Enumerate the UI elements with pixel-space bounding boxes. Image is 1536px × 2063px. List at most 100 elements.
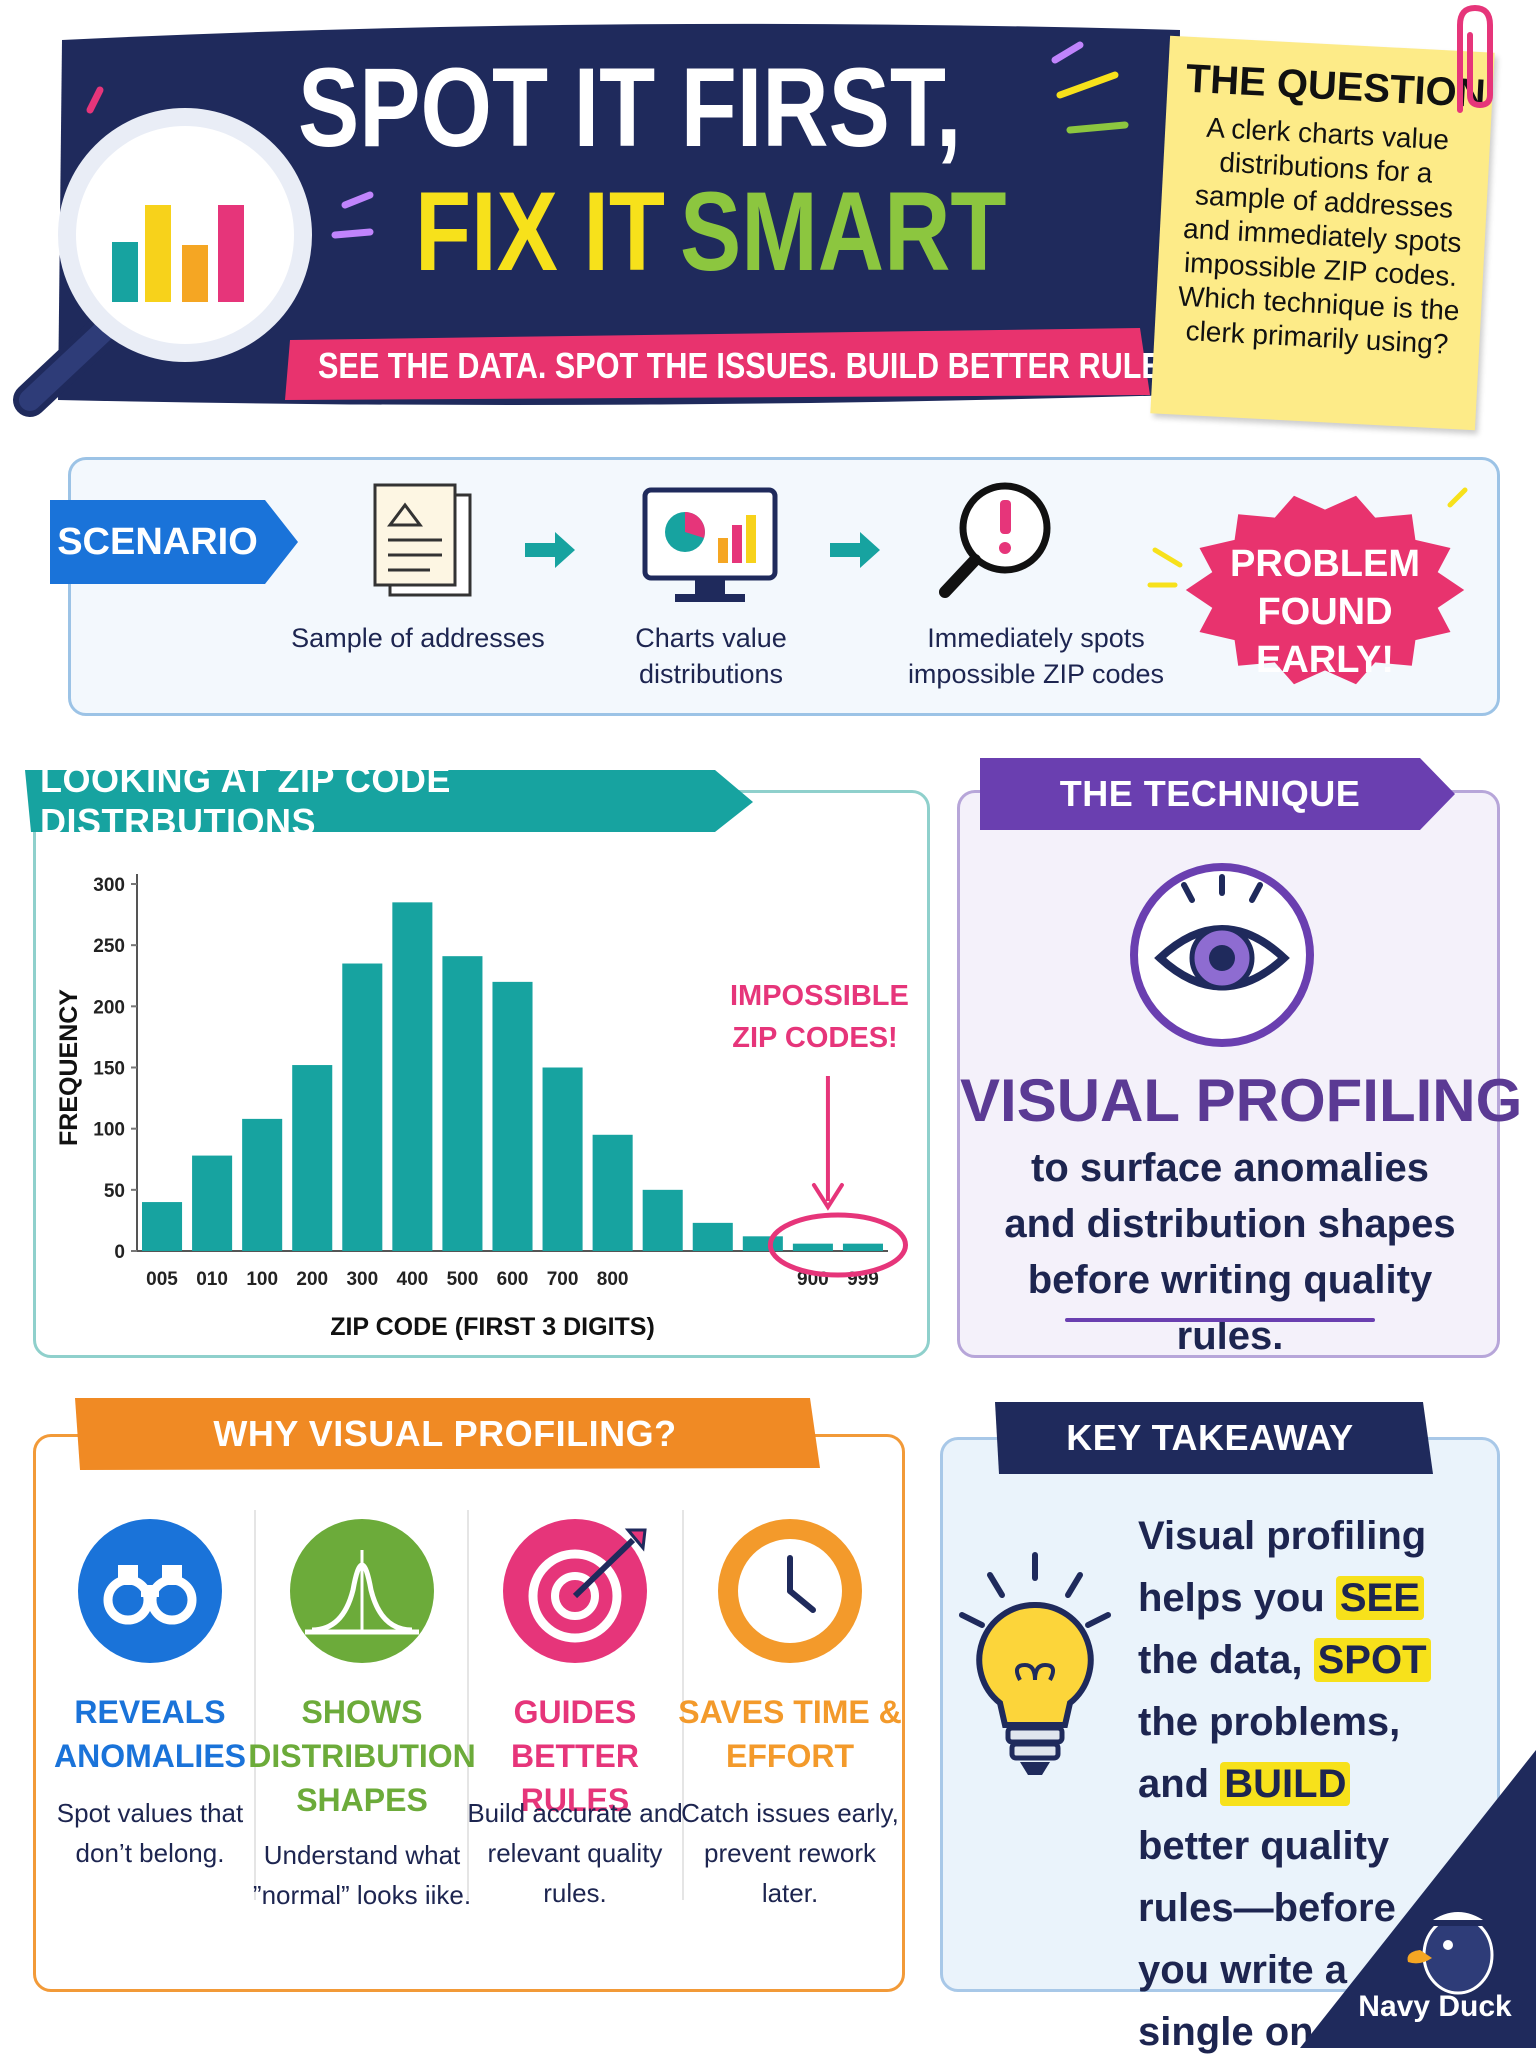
y-tick-label: 250 bbox=[93, 936, 125, 957]
bar bbox=[742, 1236, 783, 1251]
paperclip bbox=[1457, 4, 1493, 113]
burst-text: PROBLEM FOUND EARLY! bbox=[1230, 543, 1420, 681]
x-tick-label: 400 bbox=[397, 1269, 429, 1290]
takeaway-highlight: SPOT bbox=[1313, 1638, 1431, 1682]
duck-icon bbox=[1407, 1912, 1494, 1995]
question-heading: THE QUESTION bbox=[1184, 56, 1487, 117]
documents-icon bbox=[373, 483, 472, 597]
bar bbox=[242, 1118, 283, 1251]
question-text: A clerk charts value distributions for a… bbox=[1177, 111, 1463, 360]
anomaly-circle bbox=[767, 1212, 909, 1278]
y-tick-label: 200 bbox=[93, 997, 125, 1018]
y-axis-label: FREQUENCY bbox=[55, 989, 83, 1146]
y-tick-label: 100 bbox=[93, 1120, 125, 1141]
bar bbox=[392, 902, 433, 1251]
scenario-icons bbox=[373, 482, 1051, 602]
clock-icon bbox=[718, 1519, 862, 1663]
bar bbox=[692, 1222, 733, 1251]
monitor-icon bbox=[642, 487, 778, 602]
x-tick-label: 500 bbox=[447, 1269, 479, 1290]
search-alert-icon bbox=[939, 482, 1051, 598]
why-item-text: Spot values that don’t belong. bbox=[56, 1798, 244, 1868]
technique-banner-shape bbox=[980, 758, 1455, 830]
bar bbox=[642, 1189, 683, 1251]
technique-text: to surface anomalies and distribution sh… bbox=[1004, 1146, 1456, 1358]
title-smart: SMART bbox=[679, 169, 1007, 294]
bar bbox=[592, 1134, 633, 1251]
y-tick-label: 50 bbox=[104, 1181, 125, 1202]
why-heading: WHY VISUAL PROFILING? bbox=[213, 1413, 677, 1454]
scenario-step: Charts value distributions bbox=[635, 623, 787, 689]
header-art bbox=[13, 23, 1180, 417]
annotation-arrowhead bbox=[811, 1183, 844, 1211]
takeaway-highlight: BUILD bbox=[1220, 1762, 1351, 1806]
x-tick-label: 700 bbox=[547, 1269, 579, 1290]
x-tick-label: 010 bbox=[196, 1269, 228, 1290]
step-arrow bbox=[525, 532, 575, 568]
eye-icon bbox=[1130, 863, 1314, 1047]
chart-annotation: IMPOSSIBLE ZIP CODES! bbox=[730, 980, 909, 1054]
magnifier-icon bbox=[13, 108, 312, 417]
bar bbox=[492, 981, 533, 1251]
takeaway-part: the problems, and bbox=[1138, 1700, 1401, 1806]
tagline-band bbox=[285, 328, 1150, 400]
sparkles bbox=[86, 41, 1129, 239]
chart: 0 50 100 150 200 250 300 005 010 100 200 300 400 500 6… bbox=[55, 874, 909, 1341]
x-tick-label: 200 bbox=[296, 1269, 328, 1290]
technique-heading: THE TECHNIQUE bbox=[1059, 773, 1361, 814]
title-text: SPOT IT FIRST, bbox=[298, 45, 962, 170]
takeaway-part: better quality rules—before you write a … bbox=[1138, 1824, 1396, 2054]
why-item-title: SAVES TIME & EFFORT bbox=[678, 1694, 902, 1774]
takeaway-highlight: SEE bbox=[1335, 1576, 1424, 1620]
target-icon bbox=[503, 1519, 647, 1663]
tagline-text: SEE THE DATA. SPOT THE ISSUES. BUILD BET… bbox=[318, 345, 1191, 386]
title-line-2: FIX IT SMART bbox=[415, 172, 1078, 292]
takeaway-part: the data, bbox=[1138, 1638, 1303, 1682]
bar bbox=[142, 1202, 183, 1251]
underline bbox=[1065, 1318, 1375, 1322]
y-tick-label: 300 bbox=[93, 875, 125, 896]
bar bbox=[792, 1243, 833, 1251]
x-tick-label: 800 bbox=[597, 1269, 629, 1290]
title-fix: FIX IT bbox=[415, 169, 666, 294]
takeaway-part: Visual profiling helps you bbox=[1138, 1514, 1427, 1620]
chart-banner-shape bbox=[25, 770, 753, 832]
header-banner bbox=[58, 23, 1180, 405]
binoculars-icon bbox=[78, 1519, 222, 1663]
lightbulb-icon bbox=[959, 1552, 1111, 1775]
x-tick-label: 005 bbox=[146, 1269, 178, 1290]
bar bbox=[292, 1065, 333, 1251]
bar bbox=[192, 1155, 233, 1251]
x-axis-label: ZIP CODE (FIRST 3 DIGITS) bbox=[330, 1313, 655, 1341]
step-arrow bbox=[830, 532, 880, 568]
why-item-text: Build accurate and relevant quality rule… bbox=[467, 1798, 683, 1908]
bar bbox=[342, 963, 383, 1251]
scenario-label: SCENARIO bbox=[57, 521, 258, 563]
bar bbox=[842, 1243, 883, 1251]
brand-name: Navy Duck bbox=[1358, 1990, 1512, 2023]
technique-name: VISUAL PROFILING bbox=[960, 1067, 1523, 1134]
burst-shape bbox=[1147, 487, 1468, 685]
scenario-label-shape bbox=[50, 500, 298, 584]
why-item-text: Understand what ”normal” looks iike. bbox=[252, 1840, 472, 1910]
bell-curve-icon bbox=[290, 1519, 434, 1663]
brand-corner bbox=[1300, 1750, 1536, 2048]
scenario-step: Sample of addresses bbox=[291, 623, 545, 653]
takeaway-heading: KEY TAKEAWAY bbox=[1066, 1417, 1354, 1458]
why-item-title: GUIDES BETTER RULES bbox=[511, 1694, 639, 1818]
y-tick-label: 0 bbox=[114, 1242, 125, 1263]
y-tick-label: 150 bbox=[93, 1059, 125, 1080]
why-item-text: Catch issues early, prevent rework later… bbox=[681, 1798, 899, 1908]
scenario-step: Immediately spots impossible ZIP codes bbox=[907, 623, 1165, 689]
why-item-title: SHOWS DISTRIBUTION SHAPES bbox=[248, 1694, 476, 1818]
title-line-1: SPOT IT FIRST, bbox=[298, 48, 1107, 168]
why-icons bbox=[78, 1510, 862, 1900]
tagline: SEE THE DATA. SPOT THE ISSUES. BUILD BET… bbox=[318, 338, 1191, 394]
x-tick-label: 600 bbox=[497, 1269, 529, 1290]
takeaway-text: Visual profiling helps you SEE the data,… bbox=[1138, 1505, 1468, 2063]
bar bbox=[542, 1067, 583, 1251]
x-tick-label: 100 bbox=[246, 1269, 278, 1290]
x-tick-label: 300 bbox=[346, 1269, 378, 1290]
bar bbox=[442, 956, 483, 1251]
